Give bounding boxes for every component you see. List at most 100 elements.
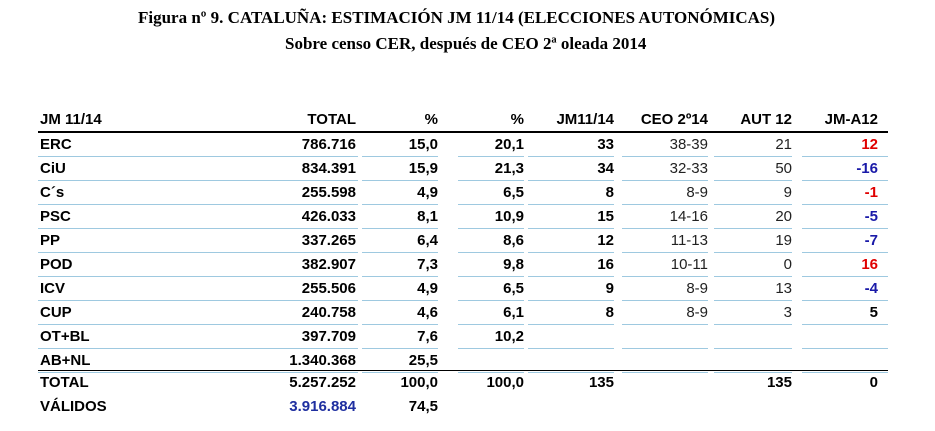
row-separator bbox=[714, 156, 792, 157]
validos-votes: 3.916.884 bbox=[289, 398, 356, 415]
total-pct1: 100,0 bbox=[400, 374, 438, 391]
pct2-cell: 8,6 bbox=[503, 232, 524, 249]
figure-subtitle: Sobre censo CER, después de CEO 2ª olead… bbox=[285, 34, 647, 53]
table-header-row: JM 11/14 TOTAL % % JM11/14 CEO 2º14 AUT … bbox=[38, 108, 888, 133]
row-separator bbox=[802, 204, 888, 205]
row-separator bbox=[362, 276, 438, 277]
party-cell: ERC bbox=[40, 136, 72, 153]
row-separator bbox=[528, 180, 614, 181]
votes-cell: 255.598 bbox=[301, 184, 356, 201]
jm-seats-cell: 8 bbox=[605, 184, 614, 201]
table-row: ERC 786.716 15,0 20,1 33 38-39 21 12 bbox=[38, 133, 888, 157]
party-cell: AB+NL bbox=[40, 352, 91, 369]
diff-cell: -1 bbox=[864, 184, 878, 201]
total-label: TOTAL bbox=[40, 374, 89, 391]
pct2-cell: 10,2 bbox=[494, 328, 524, 345]
header-diff: JM-A12 bbox=[824, 111, 878, 128]
votes-cell: 834.391 bbox=[301, 160, 356, 177]
total-diff: 0 bbox=[869, 374, 878, 391]
header-aut: AUT 12 bbox=[740, 111, 792, 128]
jm-seats-cell bbox=[534, 325, 614, 349]
ceo-cell bbox=[622, 325, 708, 349]
row-separator bbox=[458, 180, 524, 181]
diff-cell bbox=[802, 325, 878, 349]
row-separator bbox=[802, 180, 888, 181]
row-separator bbox=[528, 300, 614, 301]
votes-cell: 786.716 bbox=[301, 136, 356, 153]
aut-cell: 19 bbox=[775, 232, 792, 249]
row-separator bbox=[802, 276, 888, 277]
pct1-cell: 15,0 bbox=[408, 136, 438, 153]
row-separator bbox=[528, 348, 614, 349]
row-separator bbox=[38, 204, 358, 205]
header-total: TOTAL bbox=[307, 111, 356, 128]
diff-cell: 12 bbox=[861, 136, 878, 153]
pct1-cell: 4,6 bbox=[417, 304, 438, 321]
ceo-cell: 10-11 bbox=[670, 256, 708, 273]
votes-cell: 240.758 bbox=[301, 304, 356, 321]
row-separator bbox=[362, 156, 438, 157]
row-separator bbox=[802, 300, 888, 301]
row-separator bbox=[38, 252, 358, 253]
jm-seats-cell: 9 bbox=[605, 280, 614, 297]
row-separator bbox=[458, 300, 524, 301]
row-separator bbox=[38, 324, 358, 325]
aut-cell: 13 bbox=[775, 280, 792, 297]
validos-label: VÁLIDOS bbox=[40, 398, 107, 415]
header-underline bbox=[38, 131, 888, 133]
total-pct2: 100,0 bbox=[486, 374, 524, 391]
row-separator bbox=[362, 348, 438, 349]
validos-row: VÁLIDOS 3.916.884 74,5 bbox=[38, 395, 888, 419]
row-separator bbox=[622, 324, 708, 325]
pct1-cell: 7,3 bbox=[417, 256, 438, 273]
diff-cell: -5 bbox=[864, 208, 878, 225]
aut-cell: 50 bbox=[775, 160, 792, 177]
table-row: CUP 240.758 4,6 6,1 8 8-9 3 5 bbox=[38, 301, 888, 325]
row-separator bbox=[458, 228, 524, 229]
row-separator bbox=[458, 252, 524, 253]
aut-cell: 0 bbox=[783, 256, 792, 273]
pct2-cell: 9,8 bbox=[503, 256, 524, 273]
row-separator bbox=[528, 156, 614, 157]
total-jm: 135 bbox=[588, 374, 614, 391]
aut-cell: 21 bbox=[775, 136, 792, 153]
jm-seats-cell: 33 bbox=[597, 136, 614, 153]
row-separator bbox=[802, 372, 888, 373]
validos-pct1: 74,5 bbox=[408, 398, 438, 415]
pct2-cell: 21,3 bbox=[494, 160, 524, 177]
row-separator bbox=[38, 156, 358, 157]
row-separator bbox=[362, 324, 438, 325]
total-separator bbox=[38, 370, 888, 371]
row-separator bbox=[458, 156, 524, 157]
row-separator bbox=[458, 204, 524, 205]
party-cell: CUP bbox=[40, 304, 72, 321]
ceo-cell: 8-9 bbox=[686, 184, 708, 201]
figure-title: Figura nº 9. CATALUÑA: ESTIMACIÓN JM 11/… bbox=[138, 8, 776, 27]
votes-cell: 426.033 bbox=[301, 208, 356, 225]
party-cell: POD bbox=[40, 256, 73, 273]
header-pct2: % bbox=[510, 111, 524, 128]
row-separator bbox=[622, 228, 708, 229]
party-cell: CiU bbox=[40, 160, 66, 177]
party-cell: PP bbox=[40, 232, 61, 249]
jm-seats-cell: 34 bbox=[597, 160, 614, 177]
diff-cell: 5 bbox=[869, 304, 878, 321]
row-separator bbox=[802, 228, 888, 229]
pct1-cell: 25,5 bbox=[408, 352, 438, 369]
row-separator bbox=[528, 372, 614, 373]
diff-cell: 16 bbox=[861, 256, 878, 273]
votes-cell: 397.709 bbox=[301, 328, 356, 345]
party-cell: ICV bbox=[40, 280, 66, 297]
row-separator bbox=[714, 276, 792, 277]
table-row: ICV 255.506 4,9 6,5 9 8-9 13 -4 bbox=[38, 277, 888, 301]
aut-cell bbox=[714, 325, 792, 349]
row-separator bbox=[622, 348, 708, 349]
diff-cell: -7 bbox=[864, 232, 878, 249]
row-separator bbox=[714, 180, 792, 181]
row-separator bbox=[458, 324, 524, 325]
party-cell: PSC bbox=[40, 208, 71, 225]
pct2-cell: 6,5 bbox=[503, 184, 524, 201]
row-separator bbox=[622, 300, 708, 301]
aut-cell: 20 bbox=[775, 208, 792, 225]
votes-cell: 1.340.368 bbox=[289, 352, 356, 369]
